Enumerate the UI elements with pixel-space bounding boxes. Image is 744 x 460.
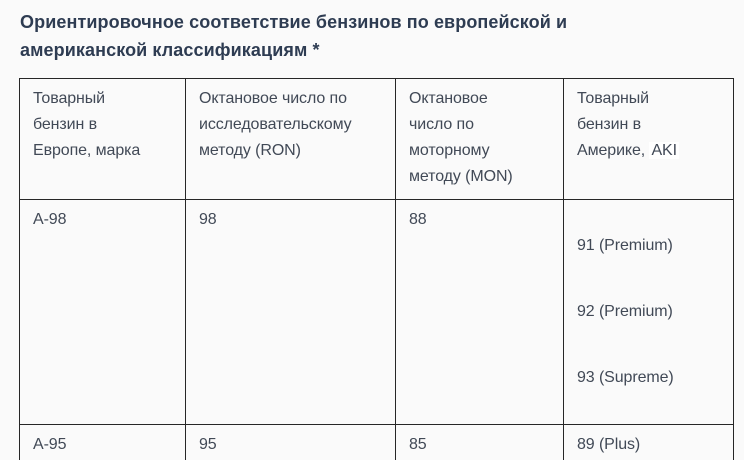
america-grade-91: 91 (Premium) bbox=[577, 237, 673, 254]
col-header-america: Товарный бензин в Америке, AKI bbox=[563, 78, 734, 200]
cell-ron-a95: 95 bbox=[185, 424, 396, 460]
cell-america-a95: 89 (Plus) bbox=[563, 424, 734, 460]
page-title-line-1: Ориентировочное соответствие бензинов по… bbox=[20, 12, 568, 32]
cell-mon-a98: 88 bbox=[395, 199, 564, 425]
col-header-america-text: Товарный бензин в Америке, bbox=[577, 90, 650, 159]
cell-europe-a95: А-95 bbox=[19, 424, 186, 460]
col-header-europe: Товарный бензин в Европе, марка bbox=[19, 78, 186, 200]
cell-europe-a98: А-98 bbox=[19, 199, 186, 425]
table-header-row: Товарный бензин в Европе, марка Октаново… bbox=[19, 78, 734, 200]
col-header-mon: Октановое число по моторному методу (MON… bbox=[395, 78, 564, 200]
aki-highlighted-text: AKI bbox=[649, 142, 679, 159]
america-grade-92: 92 (Premium) bbox=[577, 303, 673, 320]
table-row-a98: А-98 98 88 91 (Premium) 92 (Premium) 93 … bbox=[19, 199, 734, 425]
cell-america-a98: 91 (Premium) 92 (Premium) 93 (Supreme) bbox=[563, 199, 734, 425]
cell-ron-a98: 98 bbox=[185, 199, 396, 425]
col-header-ron: Октановое число по исследовательскому ме… bbox=[185, 78, 396, 200]
page-title-line-2: американской классификациям * bbox=[20, 40, 320, 60]
table-row-a95: А-95 95 85 89 (Plus) bbox=[19, 424, 734, 460]
page-title: Ориентировочное соответствие бензинов по… bbox=[20, 8, 732, 64]
cell-mon-a95: 85 bbox=[395, 424, 564, 460]
america-grade-93: 93 (Supreme) bbox=[577, 369, 674, 386]
gasoline-classification-table: Товарный бензин в Европе, марка Октаново… bbox=[19, 78, 734, 460]
